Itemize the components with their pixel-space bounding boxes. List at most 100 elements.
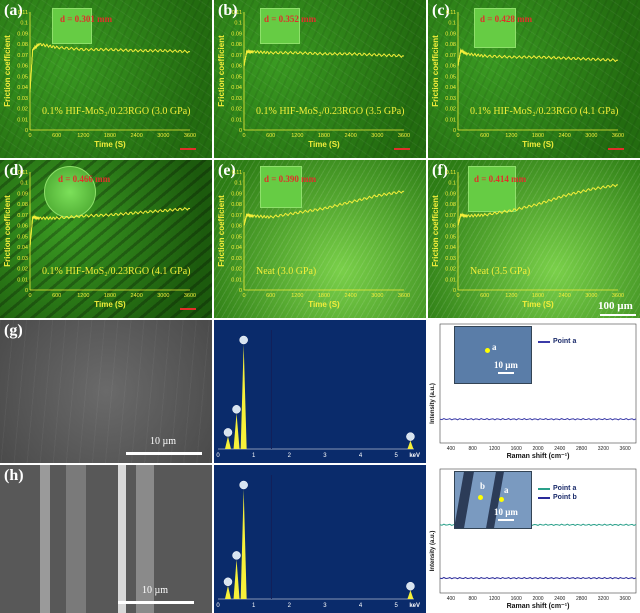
panel-c: (c) d = 0.428 mm 0 0.01 0.02 0.03 0.04 0.05 0.… xyxy=(428,0,640,158)
y-tick-label: 0.1 xyxy=(20,21,28,27)
panel-label: (h) xyxy=(4,467,24,484)
x-tick-label: 1200 xyxy=(489,596,500,602)
y-tick-label: 0.11 xyxy=(18,10,28,16)
x-tick-label: 3000 xyxy=(371,293,383,299)
x-tick-label: 600 xyxy=(52,133,61,139)
x-tick-label: 3000 xyxy=(371,133,383,139)
scar-diameter: d = 0.466 mm xyxy=(58,174,111,184)
legend-swatch xyxy=(538,487,550,490)
point-b-marker xyxy=(478,495,483,500)
optical-inset xyxy=(454,471,532,529)
sem-ridge xyxy=(136,465,154,613)
raman-series xyxy=(439,576,637,580)
wear-scar-inset xyxy=(52,8,92,44)
x-tick-label: 2 xyxy=(288,453,292,459)
y-tick-label: 0.05 xyxy=(17,234,28,240)
y-tick-label: 0.03 xyxy=(17,96,28,102)
panel-h-eds: 0 1 2 3 4 5 keV xyxy=(214,465,426,613)
plot-frame xyxy=(439,323,637,444)
scale-bar xyxy=(394,148,410,150)
x-unit: keV xyxy=(409,603,420,609)
wear-scar-inset xyxy=(44,166,96,218)
point-a-label: a xyxy=(504,485,509,495)
sample-note: 0.1% HIF-MoS₂/0.23RGO (3.0 GPa) xyxy=(42,106,191,117)
y-tick-label: 0 xyxy=(239,128,242,134)
legend-swatch xyxy=(538,340,550,343)
y-axis-title: Intensity (a.u.) xyxy=(430,531,436,572)
y-tick-label: 0.11 xyxy=(446,10,456,16)
x-tick-label: 1800 xyxy=(318,133,330,139)
x-tick-label: 2400 xyxy=(559,133,571,139)
y-tick-label: 0 xyxy=(239,288,242,294)
x-tick-label: 3 xyxy=(323,453,327,459)
legend-item: Point a xyxy=(538,338,576,345)
y-tick-label: 0.01 xyxy=(445,277,456,283)
panel-label: (d) xyxy=(4,162,24,179)
x-tick-label: 600 xyxy=(480,293,489,299)
y-tick-label: 0.06 xyxy=(17,224,28,230)
eds-peak xyxy=(224,436,231,449)
y-tick-label: 0.1 xyxy=(20,181,28,187)
panel-e: (e) d = 0.390 mm 0 0.01 0.02 0.03 0.04 0.05 0.… xyxy=(214,160,426,318)
panel-label: (f) xyxy=(432,162,448,179)
x-tick-label: 0 xyxy=(216,453,220,459)
y-tick-label: 0.06 xyxy=(231,64,242,70)
eds-peak xyxy=(224,585,231,599)
x-tick-label: 2800 xyxy=(576,446,587,452)
point-a-label: a xyxy=(492,342,497,352)
sample-note: Neat (3.5 GPa) xyxy=(470,266,531,277)
x-tick-label: 2800 xyxy=(576,596,587,602)
peak-label-icon xyxy=(406,581,415,591)
peak-label-icon xyxy=(232,405,241,414)
y-tick-label: 0.08 xyxy=(231,42,242,48)
scale-bar xyxy=(608,148,624,150)
y-tick-label: 0.03 xyxy=(17,256,28,262)
x-axis-title: Time (S) xyxy=(308,300,340,309)
y-tick-label: 0.05 xyxy=(231,234,242,240)
y-tick-label: 0.07 xyxy=(17,53,28,59)
y-tick-label: 0.09 xyxy=(17,191,28,197)
x-axis-title: Time (S) xyxy=(308,140,340,149)
y-tick-label: 0.08 xyxy=(17,42,28,48)
x-tick-label: 3200 xyxy=(598,596,609,602)
y-tick-label: 0.11 xyxy=(232,170,242,176)
y-tick-label: 0.04 xyxy=(445,85,456,91)
y-tick-label: 0.08 xyxy=(445,202,456,208)
y-tick-label: 0.03 xyxy=(445,96,456,102)
optical-inset xyxy=(454,326,532,384)
peak-label-icon xyxy=(223,577,233,587)
sample-note: 0.1% HIF-MoS₂/0.23RGO (3.5 GPa) xyxy=(256,106,405,117)
x-tick-label: 3 xyxy=(323,603,327,609)
y-tick-label: 0.07 xyxy=(231,53,242,59)
friction-chart: 0 0.01 0.02 0.03 0.04 0.05 0.06 0.07 0.08 0.09 0.1… xyxy=(431,170,624,309)
x-tick-label: 2 xyxy=(288,603,292,609)
y-tick-label: 0.01 xyxy=(17,277,28,283)
y-tick-label: 0.09 xyxy=(231,31,242,37)
inset-scale-bar xyxy=(498,372,514,374)
y-tick-label: 0.06 xyxy=(445,64,456,70)
x-tick-label: 1800 xyxy=(532,133,544,139)
legend-label: Point b xyxy=(553,494,577,501)
y-tick-label: 0.06 xyxy=(17,64,28,70)
y-tick-label: 0.02 xyxy=(231,107,242,113)
sem-ridge xyxy=(66,465,86,613)
eds-spectrum: 0 1 2 3 4 5 keV xyxy=(216,330,420,459)
x-tick-label: 800 xyxy=(468,446,477,452)
point-a-marker xyxy=(499,497,504,502)
x-tick-label: 5 xyxy=(395,603,399,609)
y-tick-label: 0.09 xyxy=(17,31,28,37)
y-tick-label: 0.07 xyxy=(445,213,456,219)
x-tick-label: 3600 xyxy=(612,133,624,139)
wear-scar-inset xyxy=(260,166,302,208)
x-tick-label: 3000 xyxy=(585,133,597,139)
y-tick-label: 0.01 xyxy=(231,277,242,283)
y-tick-label: 0 xyxy=(25,128,28,134)
y-tick-label: 0.03 xyxy=(231,96,242,102)
panel-g-raman: 400 800 1200 1600 2000 2400 2800 3200 3600 Raman … xyxy=(428,320,640,463)
y-tick-label: 0.06 xyxy=(445,224,456,230)
panel-h-sem: (h) 10 µm xyxy=(0,465,212,613)
peak-label-icon xyxy=(239,480,248,490)
sem-scale-bar xyxy=(126,452,202,455)
inset-scale-bar xyxy=(498,519,514,521)
wear-scar-inset xyxy=(474,8,516,48)
